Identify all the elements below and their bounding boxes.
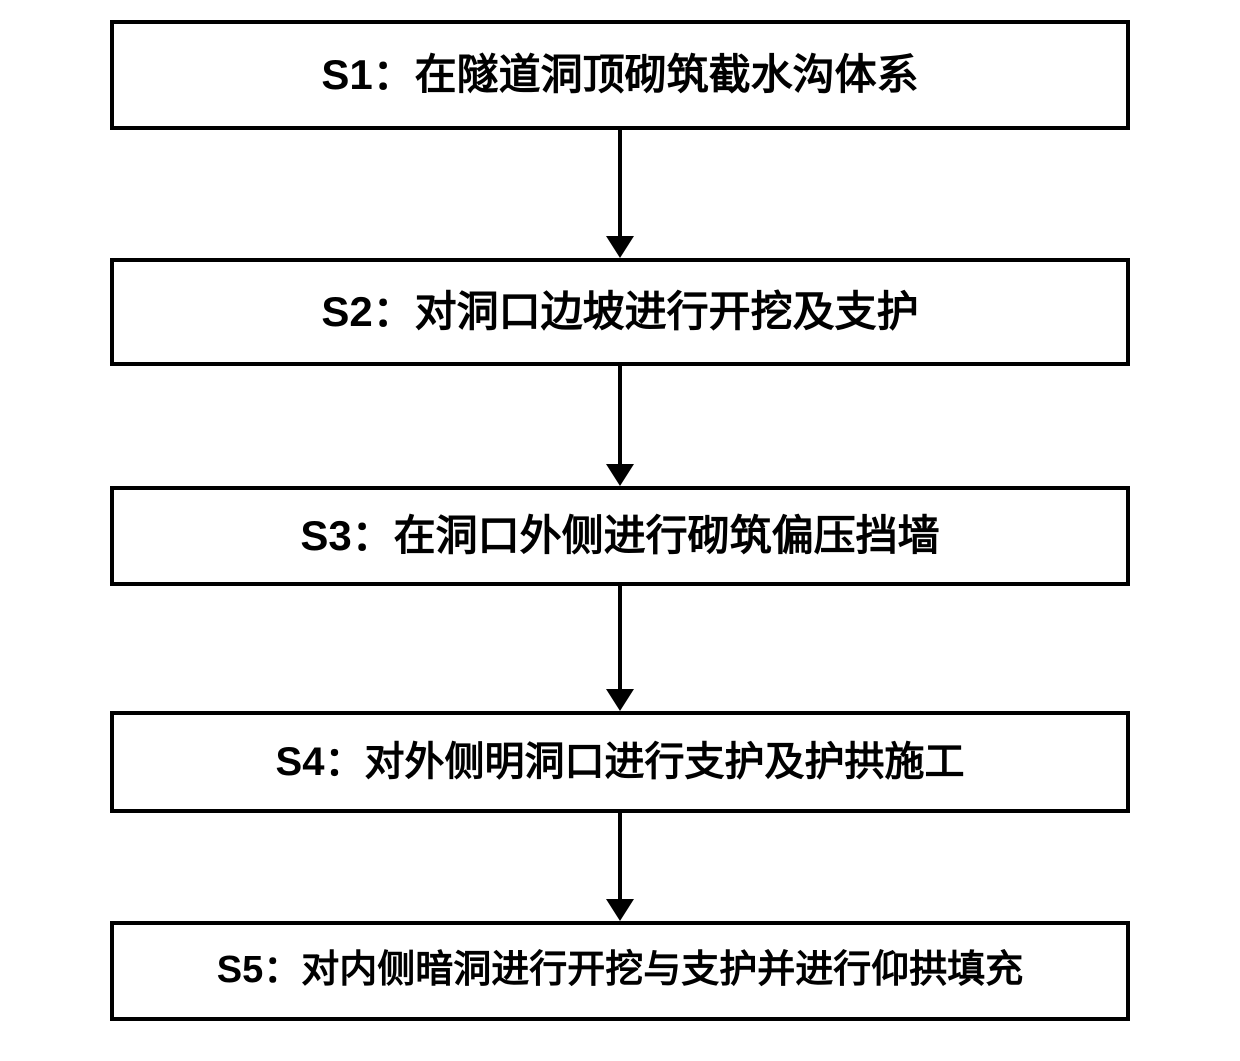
arrow-head-icon <box>606 236 634 258</box>
flow-node-s3: S3：在洞口外侧进行砌筑偏压挡墙 <box>110 486 1130 586</box>
flow-node-label: S5：对内侧暗洞进行开挖与支护并进行仰拱填充 <box>217 946 1023 995</box>
arrow-shaft <box>618 366 622 464</box>
flow-arrow <box>606 366 634 486</box>
flow-node-label: S3：在洞口外侧进行砌筑偏压挡墙 <box>300 509 939 564</box>
arrow-shaft <box>618 813 622 899</box>
flow-node-s4: S4：对外侧明洞口进行支护及护拱施工 <box>110 711 1130 813</box>
flow-node-label: S4：对外侧明洞口进行支护及护拱施工 <box>276 736 965 788</box>
flow-node-s1: S1：在隧道洞顶砌筑截水沟体系 <box>110 20 1130 130</box>
arrow-head-icon <box>606 689 634 711</box>
flow-node-s5: S5：对内侧暗洞进行开挖与支护并进行仰拱填充 <box>110 921 1130 1021</box>
flow-arrow <box>606 813 634 921</box>
flow-arrow <box>606 130 634 258</box>
arrow-head-icon <box>606 899 634 921</box>
flow-node-label: S2：对洞口边坡进行开挖及支护 <box>321 285 918 340</box>
arrow-head-icon <box>606 464 634 486</box>
arrow-shaft <box>618 586 622 689</box>
flow-arrow <box>606 586 634 711</box>
arrow-shaft <box>618 130 622 236</box>
flow-node-label: S1：在隧道洞顶砌筑截水沟体系 <box>321 48 918 103</box>
flow-node-s2: S2：对洞口边坡进行开挖及支护 <box>110 258 1130 366</box>
flowchart-container: S1：在隧道洞顶砌筑截水沟体系 S2：对洞口边坡进行开挖及支护 S3：在洞口外侧进行… <box>110 20 1130 1021</box>
